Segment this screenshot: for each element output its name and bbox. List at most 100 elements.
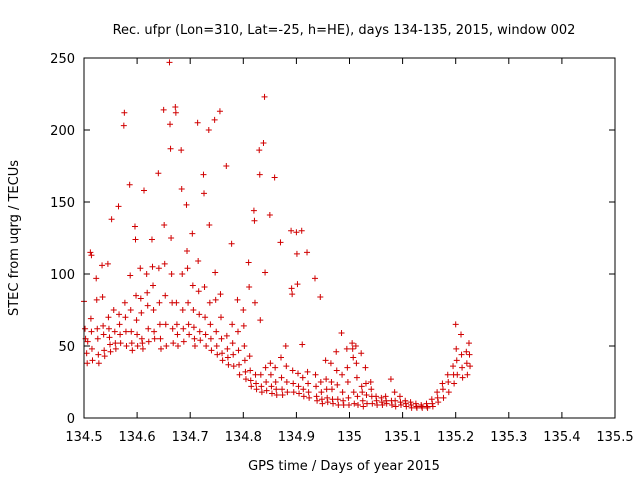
data-point [84, 338, 91, 345]
data-point [94, 325, 101, 332]
data-point [217, 314, 224, 321]
data-point [144, 302, 151, 309]
data-point [463, 348, 470, 355]
data-point [225, 361, 232, 368]
data-point [89, 357, 96, 364]
data-point [180, 338, 187, 345]
data-point [93, 275, 100, 282]
x-tick-label: 134.9 [278, 430, 315, 445]
data-point [465, 340, 472, 347]
data-point [407, 399, 414, 406]
data-point [450, 363, 457, 370]
data-point [339, 371, 346, 378]
y-tick-label: 200 [50, 124, 75, 139]
data-point [288, 285, 295, 292]
data-point [229, 321, 236, 328]
data-point [126, 181, 133, 188]
data-point [202, 314, 209, 321]
data-point [101, 353, 108, 360]
data-point [216, 108, 223, 115]
data-point [396, 393, 403, 400]
data-point [138, 335, 145, 342]
data-point [212, 296, 219, 303]
data-point [267, 360, 274, 367]
data-point [236, 361, 243, 368]
data-point [453, 345, 460, 352]
data-point [240, 307, 247, 313]
data-point [236, 371, 243, 378]
data-point [117, 331, 124, 338]
data-point [271, 174, 278, 181]
data-point [343, 345, 350, 352]
data-point [194, 119, 201, 126]
data-point [367, 379, 374, 385]
data-point [203, 343, 210, 349]
data-point [323, 376, 330, 383]
data-point [185, 299, 192, 306]
data-point [397, 399, 404, 406]
data-point [350, 389, 357, 396]
data-point [353, 360, 360, 367]
data-point [388, 402, 395, 409]
data-point [122, 314, 129, 321]
data-point [327, 360, 334, 367]
data-point [88, 252, 95, 259]
data-point [358, 383, 365, 390]
data-point [234, 328, 241, 335]
data-point [206, 299, 213, 306]
data-point [296, 390, 303, 397]
data-point [351, 400, 358, 407]
data-point [201, 190, 208, 197]
data-point [262, 364, 269, 371]
data-point [101, 347, 108, 354]
data-point [418, 403, 425, 410]
data-point [121, 299, 128, 306]
data-point [156, 299, 163, 306]
data-point [172, 109, 179, 116]
data-point [184, 247, 191, 254]
data-point [312, 371, 319, 378]
data-point [191, 335, 198, 342]
data-point [324, 399, 331, 406]
data-point [100, 331, 107, 338]
x-tick-label: 135.1 [384, 430, 421, 445]
data-point [333, 367, 340, 374]
data-point [324, 394, 331, 401]
data-point [172, 103, 179, 110]
data-point [330, 400, 337, 407]
data-point [115, 203, 122, 210]
data-point [105, 314, 112, 321]
data-point [121, 109, 128, 116]
x-tick-label: 134.5 [65, 430, 102, 445]
data-point [268, 383, 275, 390]
data-point [451, 380, 458, 387]
data-point [273, 386, 280, 393]
data-point [408, 402, 415, 409]
data-point [252, 371, 259, 378]
data-point [250, 207, 257, 214]
data-point [261, 93, 268, 100]
data-point [344, 379, 351, 385]
data-point [360, 403, 367, 410]
data-point [223, 332, 230, 339]
data-point [424, 403, 431, 410]
data-point [418, 402, 425, 409]
y-tick-label: 100 [50, 268, 75, 283]
data-point [167, 145, 174, 152]
data-point [458, 331, 465, 338]
data-point [305, 389, 312, 396]
x-tick-label: 134.8 [225, 430, 262, 445]
data-point [279, 386, 286, 393]
data-point [112, 340, 119, 347]
data-point [463, 360, 470, 367]
data-point [428, 396, 435, 403]
x-tick-label: 134.7 [172, 430, 209, 445]
data-point [133, 292, 140, 299]
data-point [185, 321, 192, 328]
data-point [93, 296, 100, 303]
data-point [340, 397, 347, 404]
data-point [179, 307, 186, 313]
data-point [139, 345, 146, 352]
data-point [387, 376, 394, 383]
